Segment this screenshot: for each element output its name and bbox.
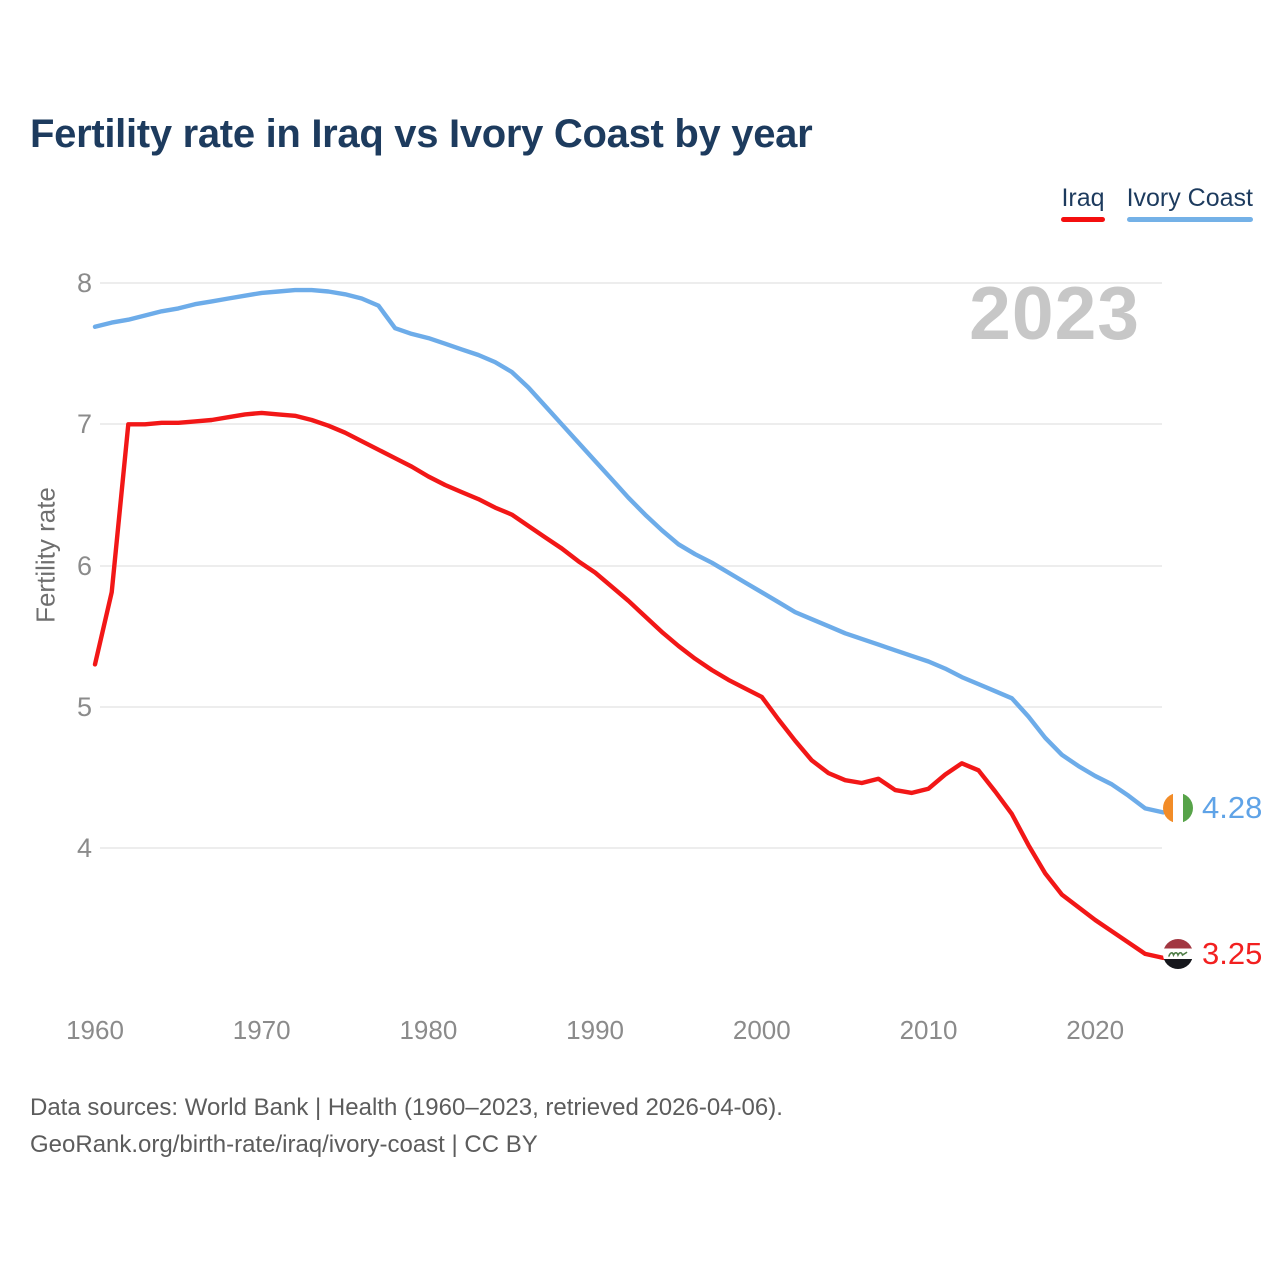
series-line-ivory-coast xyxy=(92,287,1166,815)
x-tick-label-1960: 1960 xyxy=(66,1015,124,1045)
footer-attribution-line: GeoRank.org/birth-rate/iraq/ivory-coast … xyxy=(30,1131,538,1158)
x-tick-label-1990: 1990 xyxy=(566,1015,625,1045)
gridline-5 xyxy=(100,705,1162,708)
legend-item-iraq[interactable]: Iraq xyxy=(1061,184,1105,222)
end-value-iraq: 3.25 xyxy=(1202,935,1263,971)
watermark-year: 2023 xyxy=(969,271,1140,355)
legend: Iraq Ivory Coast xyxy=(1061,184,1253,222)
footer: Data sources: World Bank | Health (1960–… xyxy=(30,1089,783,1163)
footer-source-line: Data sources: World Bank | Health (1960–… xyxy=(30,1094,783,1121)
legend-underline-iraq xyxy=(1061,217,1105,222)
ivory-coast-flag-icon xyxy=(1163,793,1193,824)
end-label-ivory-coast: 4.28 xyxy=(1163,790,1263,826)
x-tick-label-2020: 2020 xyxy=(1066,1015,1125,1045)
x-tick-label-2000: 2000 xyxy=(732,1015,791,1045)
x-tick-label-1980: 1980 xyxy=(399,1015,458,1045)
gridline-6 xyxy=(100,564,1162,567)
x-tick-label-2010: 2010 xyxy=(899,1015,958,1045)
y-tick-label-8: 8 xyxy=(76,268,92,298)
legend-label-iraq: Iraq xyxy=(1061,184,1105,212)
gridline-8 xyxy=(100,282,1162,284)
gridline-4 xyxy=(100,847,1162,849)
page-title: Fertility rate in Iraq vs Ivory Coast by… xyxy=(30,112,813,156)
y-tick-label-7: 7 xyxy=(76,409,92,440)
iraq-flag-icon xyxy=(1163,938,1193,969)
y-tick-label-6: 6 xyxy=(76,550,92,581)
legend-item-ivory-coast[interactable]: Ivory Coast xyxy=(1126,184,1253,222)
end-label-iraq: 3.25 xyxy=(1163,935,1263,971)
y-tick-label-4: 4 xyxy=(76,833,92,863)
x-tick-label-1970: 1970 xyxy=(232,1015,291,1045)
gridline-7 xyxy=(100,423,1162,426)
legend-label-ivory-coast: Ivory Coast xyxy=(1126,184,1253,212)
y-tick-label-5: 5 xyxy=(76,691,92,722)
end-value-ivory-coast: 4.28 xyxy=(1202,790,1263,826)
legend-underline-ivory-coast xyxy=(1126,217,1253,222)
series-line-iraq xyxy=(92,410,1166,961)
